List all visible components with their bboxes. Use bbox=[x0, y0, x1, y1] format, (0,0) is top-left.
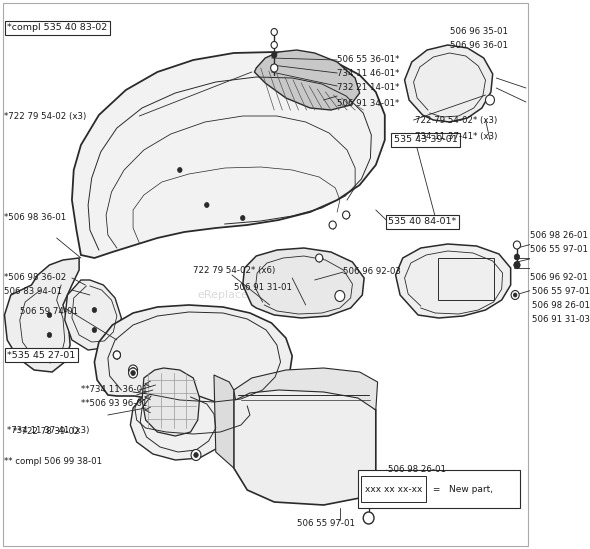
Circle shape bbox=[365, 501, 372, 508]
Polygon shape bbox=[94, 305, 292, 408]
Text: 506 91 31-03: 506 91 31-03 bbox=[532, 316, 590, 324]
Text: 506 55 97-01: 506 55 97-01 bbox=[530, 245, 588, 255]
Circle shape bbox=[511, 290, 519, 300]
Polygon shape bbox=[405, 45, 493, 122]
Bar bbox=[362, 476, 426, 502]
Text: *734 11 37-41 (x3): *734 11 37-41 (x3) bbox=[7, 425, 90, 434]
Circle shape bbox=[363, 512, 374, 524]
Text: 722 79 54-02* (x3): 722 79 54-02* (x3) bbox=[415, 115, 497, 125]
Text: eReplacementParts.com: eReplacementParts.com bbox=[198, 290, 333, 300]
Circle shape bbox=[129, 368, 137, 378]
Circle shape bbox=[329, 221, 336, 229]
Text: 506 96 92-01: 506 96 92-01 bbox=[530, 273, 588, 283]
Circle shape bbox=[47, 312, 52, 317]
Circle shape bbox=[191, 450, 201, 461]
Circle shape bbox=[131, 367, 135, 373]
Circle shape bbox=[92, 328, 97, 333]
Text: 535 40 84-01*: 535 40 84-01* bbox=[388, 217, 457, 227]
Text: 732 21 14-01*: 732 21 14-01* bbox=[337, 83, 399, 92]
Circle shape bbox=[131, 371, 135, 376]
Circle shape bbox=[514, 262, 520, 268]
Text: **734 11 36-01: **734 11 36-01 bbox=[81, 385, 148, 395]
Polygon shape bbox=[214, 375, 234, 468]
Polygon shape bbox=[72, 52, 385, 258]
Circle shape bbox=[271, 42, 277, 48]
Polygon shape bbox=[242, 248, 364, 318]
Text: 506 96 92-03: 506 96 92-03 bbox=[343, 267, 401, 277]
Text: 506 96 36-01: 506 96 36-01 bbox=[450, 42, 507, 51]
Circle shape bbox=[47, 333, 52, 338]
Circle shape bbox=[241, 216, 245, 221]
Text: *506 98 36-02: *506 98 36-02 bbox=[5, 273, 67, 283]
Text: 506 98 26-01: 506 98 26-01 bbox=[532, 301, 590, 311]
Text: *506 98 36-01: *506 98 36-01 bbox=[5, 214, 67, 222]
Text: **506 93 96-01: **506 93 96-01 bbox=[81, 400, 148, 408]
Text: =   New part,: = New part, bbox=[430, 485, 493, 494]
Circle shape bbox=[514, 261, 520, 268]
Circle shape bbox=[194, 452, 198, 457]
Polygon shape bbox=[142, 368, 199, 436]
Polygon shape bbox=[5, 258, 79, 372]
Circle shape bbox=[113, 351, 120, 359]
Circle shape bbox=[513, 293, 517, 297]
Text: 506 98 26-01: 506 98 26-01 bbox=[530, 231, 588, 239]
Text: 506 55 36-01*: 506 55 36-01* bbox=[337, 55, 399, 64]
Circle shape bbox=[335, 290, 345, 301]
Circle shape bbox=[514, 254, 520, 260]
Text: 734 11 37-41* (x3): 734 11 37-41* (x3) bbox=[415, 132, 498, 141]
Circle shape bbox=[486, 95, 494, 105]
Text: 506 83 94-01: 506 83 94-01 bbox=[5, 288, 63, 296]
Circle shape bbox=[92, 307, 97, 312]
Text: 506 96 35-01: 506 96 35-01 bbox=[450, 27, 507, 36]
Circle shape bbox=[271, 64, 278, 72]
Circle shape bbox=[271, 52, 277, 58]
Circle shape bbox=[513, 241, 520, 249]
Circle shape bbox=[316, 254, 323, 262]
Text: ** compl 506 99 38-01: ** compl 506 99 38-01 bbox=[5, 457, 103, 467]
Circle shape bbox=[271, 29, 277, 36]
Text: 722 79 54-02* (x6): 722 79 54-02* (x6) bbox=[194, 266, 276, 274]
Circle shape bbox=[544, 257, 549, 263]
Polygon shape bbox=[395, 244, 511, 318]
Text: *535 45 27-01: *535 45 27-01 bbox=[7, 350, 76, 360]
Circle shape bbox=[544, 265, 549, 271]
Text: *compl 535 40 83-02: *compl 535 40 83-02 bbox=[7, 24, 107, 32]
Text: 506 55 97-01: 506 55 97-01 bbox=[532, 288, 590, 296]
Bar bbox=[438, 258, 494, 300]
Polygon shape bbox=[234, 368, 378, 410]
Circle shape bbox=[365, 488, 372, 496]
Text: 734 11 46-01*: 734 11 46-01* bbox=[337, 70, 399, 79]
Circle shape bbox=[543, 244, 550, 252]
Text: 535 43 39-01: 535 43 39-01 bbox=[394, 136, 457, 144]
Polygon shape bbox=[254, 50, 360, 110]
Text: 506 55 97-01: 506 55 97-01 bbox=[297, 519, 355, 529]
Text: **722 78 39-02: **722 78 39-02 bbox=[12, 428, 79, 436]
Circle shape bbox=[343, 211, 350, 219]
Text: 506 91 34-01*: 506 91 34-01* bbox=[337, 98, 399, 108]
Text: 506 91 31-01: 506 91 31-01 bbox=[234, 283, 292, 293]
Bar bbox=[358, 470, 520, 508]
Polygon shape bbox=[234, 386, 376, 505]
Circle shape bbox=[113, 351, 120, 359]
Circle shape bbox=[178, 167, 182, 172]
Circle shape bbox=[337, 293, 343, 300]
Text: 506 98 26-01: 506 98 26-01 bbox=[388, 466, 447, 474]
Circle shape bbox=[205, 203, 209, 208]
Text: 506 59 74-01: 506 59 74-01 bbox=[20, 307, 78, 317]
Circle shape bbox=[129, 365, 137, 375]
Polygon shape bbox=[130, 392, 227, 460]
Text: xxx xx xx-xx: xxx xx xx-xx bbox=[365, 485, 422, 494]
Text: *722 79 54-02 (x3): *722 79 54-02 (x3) bbox=[5, 111, 87, 120]
Polygon shape bbox=[65, 280, 122, 350]
